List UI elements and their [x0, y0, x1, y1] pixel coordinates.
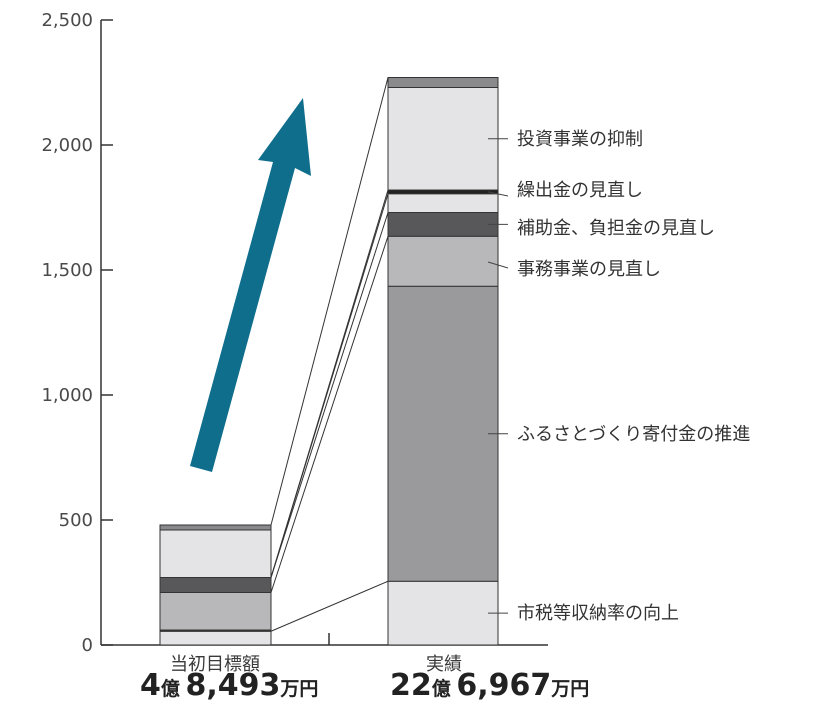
connector-line [270, 236, 389, 593]
connector-line [270, 189, 389, 578]
annotation-label: ふるさとづくり寄付金の推進 [517, 424, 750, 445]
bar-segment [387, 189, 499, 195]
bar-segment [159, 630, 272, 646]
bar-segment [387, 193, 499, 213]
y-tick-label: 1,000 [41, 385, 93, 406]
annotation-label: 繰出金の見直し [517, 180, 643, 201]
arrow-shape [190, 98, 311, 472]
total-actual: 22億 6,967万円 [390, 668, 589, 703]
bar-segment [159, 592, 272, 631]
total-oku: 22 [390, 668, 432, 703]
total-man: 6,967 [456, 668, 552, 703]
bar-segment [387, 235, 499, 287]
growth-arrow [190, 98, 311, 472]
category-label: 実績 [426, 654, 462, 675]
bars [159, 77, 499, 646]
bar-segment [387, 77, 499, 88]
bar-segment [159, 577, 272, 593]
annotation-label: 事務事業の見直し [517, 259, 661, 280]
total-man-unit: 万円 [551, 678, 590, 700]
bar-segment [159, 529, 272, 578]
category-label: 当初目標額 [170, 654, 260, 675]
y-tick-label: 1,500 [41, 260, 93, 281]
connector-line [270, 77, 389, 526]
bar-segment [387, 87, 499, 191]
total-man: 8,493 [185, 668, 281, 703]
y-tick-label: 2,000 [41, 135, 93, 156]
y-tick-label: 0 [82, 635, 93, 656]
connector-line [270, 212, 389, 578]
total-initial-target: 4億 8,493万円 [140, 668, 318, 703]
connector-line [270, 580, 389, 632]
y-axis: 0 500 1,000 1,500 2,000 2,500 [41, 10, 548, 656]
bar-segment [387, 580, 499, 646]
bar-segment [387, 285, 499, 582]
x-axis-labels: 当初目標額 実績 [170, 654, 462, 675]
annotation-label: 市税等収納率の向上 [517, 603, 679, 624]
total-oku-unit: 億 [431, 678, 451, 700]
total-oku: 4 [140, 668, 161, 703]
total-man-unit: 万円 [280, 678, 319, 700]
bar-segment [159, 524, 272, 531]
annotation-label: 補助金、負担金の見直し [517, 218, 715, 239]
bar-segment [387, 212, 499, 237]
annotation-label: 投資事業の抑制 [517, 129, 643, 150]
y-tick-label: 2,500 [41, 10, 93, 31]
y-tick-label: 500 [59, 510, 93, 531]
annotation-leader [487, 261, 509, 269]
annotation-leader [487, 191, 509, 197]
total-oku-unit: 億 [160, 678, 180, 700]
connector-lines [270, 77, 389, 632]
